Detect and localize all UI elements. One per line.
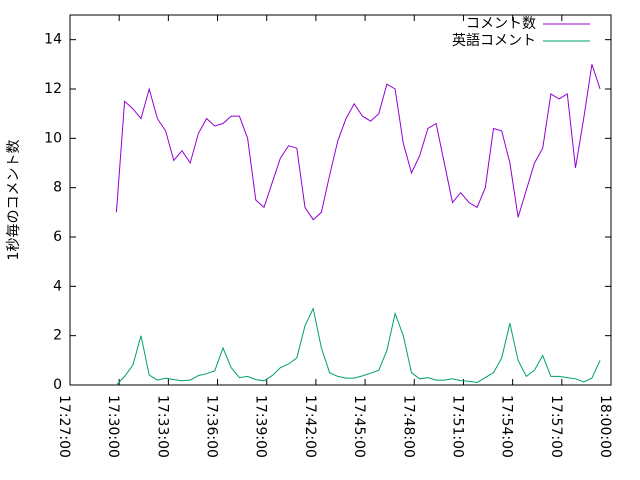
plot-frame (69, 14, 612, 386)
x-tick-label: 17:39:00 (253, 395, 269, 458)
y-tick-label: 2 (53, 328, 62, 344)
y-tick-label: 14 (44, 32, 62, 48)
series-line (116, 306, 601, 386)
y-tick-label: 4 (53, 278, 62, 294)
legend-label: コメント数 (466, 16, 536, 32)
x-tick-label: 17:30:00 (105, 395, 121, 458)
x-tick-label: 17:57:00 (548, 395, 564, 458)
y-tick-label: 8 (53, 180, 62, 196)
x-tick-label: 17:45:00 (351, 395, 367, 458)
y-tick-label: 6 (53, 229, 62, 245)
y-tick-label: 0 (53, 377, 62, 393)
x-tick-label: 17:51:00 (449, 395, 465, 458)
x-tick-label: 17:33:00 (154, 395, 170, 458)
x-tick-label: 17:54:00 (499, 395, 515, 458)
x-tick-label: 17:36:00 (204, 395, 220, 458)
series-line (115, 64, 601, 221)
x-tick-label: 18:00:00 (597, 395, 613, 458)
x-tick-label: 17:48:00 (400, 395, 416, 458)
y-tick-label: 10 (44, 130, 62, 146)
x-tick-label: 17:42:00 (302, 395, 318, 458)
y-axis-label: 1秒毎のコメント数 (6, 140, 22, 261)
x-tick-label: 17:27:00 (56, 395, 72, 458)
legend-label: 英語コメント (452, 32, 536, 49)
y-tick-label: 12 (44, 81, 62, 97)
